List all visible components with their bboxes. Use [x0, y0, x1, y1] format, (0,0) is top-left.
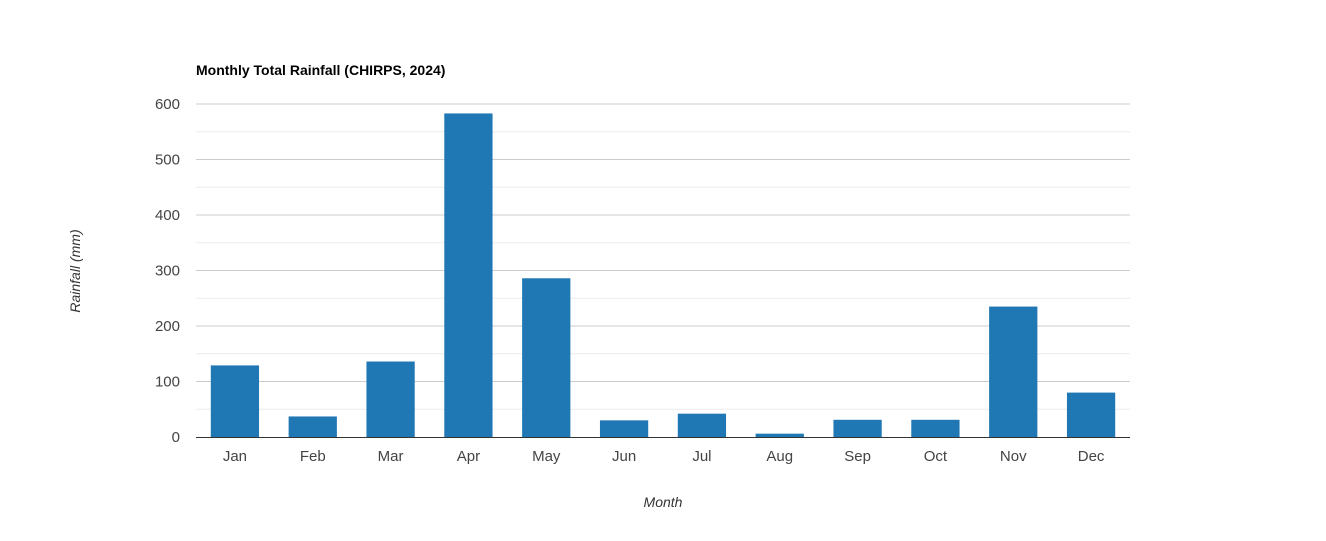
y-tick-label: 300 [155, 263, 180, 280]
bar-jan[interactable] [210, 365, 260, 437]
x-axis-title: Month [644, 494, 683, 510]
chart-title: Monthly Total Rainfall (CHIRPS, 2024) [196, 62, 445, 78]
bar-feb[interactable] [288, 416, 337, 437]
x-tick-label: Feb [300, 448, 326, 465]
x-tick-label: Aug [766, 448, 793, 465]
y-tick-label: 0 [172, 429, 180, 446]
x-tick-label: Apr [457, 448, 480, 465]
bar-may[interactable] [522, 278, 571, 437]
y-tick-label: 100 [155, 374, 180, 391]
x-tick-label: Jul [692, 448, 711, 465]
y-tick-label: 600 [155, 96, 180, 113]
y-tick-label: 500 [155, 152, 180, 169]
x-tick-label: Sep [844, 448, 871, 465]
bar-jul[interactable] [677, 413, 727, 437]
x-tick-label: Oct [924, 448, 948, 465]
bar-apr[interactable] [444, 113, 493, 437]
x-tick-label: May [532, 448, 561, 465]
bar-jun[interactable] [599, 420, 649, 437]
bar-nov[interactable] [989, 306, 1038, 437]
y-tick-label: 200 [155, 318, 180, 335]
x-tick-label: Dec [1078, 448, 1105, 465]
bar-sep[interactable] [833, 419, 882, 437]
x-tick-label: Jun [612, 448, 636, 465]
x-tick-label: Nov [1000, 448, 1027, 465]
x-tick-label: Mar [378, 448, 404, 465]
y-axis-title: Rainfall (mm) [67, 229, 83, 312]
bars [210, 113, 1116, 437]
bar-oct[interactable] [911, 419, 960, 437]
y-axis-ticks: 0 100 200 300 400 500 600 [155, 96, 180, 446]
bar-dec[interactable] [1066, 392, 1116, 437]
gridlines [196, 103, 1130, 410]
y-tick-label: 400 [155, 207, 180, 224]
bar-aug[interactable] [755, 433, 804, 437]
bar-mar[interactable] [366, 361, 415, 437]
x-tick-label: Jan [223, 448, 247, 465]
x-axis-ticks: Jan Feb Mar Apr May Jun Jul Aug Sep Oct Nov Dec [223, 448, 1105, 465]
